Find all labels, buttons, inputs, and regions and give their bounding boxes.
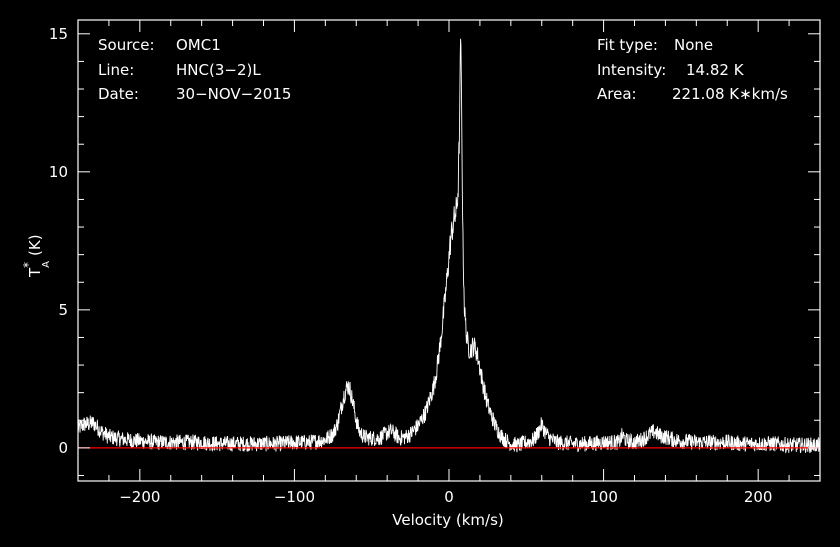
info-fittype-value: None: [674, 36, 713, 54]
svg-text:TA*(K): TA * (K): [21, 234, 52, 278]
info-area-key: Area:: [597, 85, 637, 103]
info-intensity-key: Intensity:: [597, 61, 666, 79]
x-tick-label: −200: [119, 488, 160, 506]
x-tick-label: 100: [589, 488, 618, 506]
y-tick-label: 0: [58, 439, 68, 457]
info-line-key: Line:: [98, 61, 134, 79]
info-date-key: Date:: [98, 85, 139, 103]
x-tick-label: 0: [444, 488, 454, 506]
y-axis-label-sub: A: [41, 261, 52, 268]
y-tick-label: 5: [58, 301, 68, 319]
info-area-value: 221.08 K∗km/s: [672, 85, 788, 103]
y-tick-label: 15: [49, 25, 68, 43]
y-axis-label-sup: *: [21, 262, 35, 268]
x-tick-label: 200: [744, 488, 773, 506]
y-axis-label-main: T: [26, 267, 44, 278]
info-date-value: 30−NOV−2015: [176, 85, 291, 103]
y-axis-label-unit: (K): [26, 234, 44, 256]
y-axis-label: TA * (K): [21, 234, 52, 278]
x-axis-label: Velocity (km/s): [392, 511, 503, 529]
info-source-value: OMC1: [176, 36, 221, 54]
x-tick-label: −100: [274, 488, 315, 506]
info-intensity-value: 14.82 K: [686, 61, 745, 79]
info-line-value: HNC(3−2)L: [176, 61, 261, 79]
info-source-key: Source:: [98, 36, 155, 54]
info-fittype-key: Fit type:: [597, 36, 658, 54]
y-tick-label: 10: [49, 163, 68, 181]
